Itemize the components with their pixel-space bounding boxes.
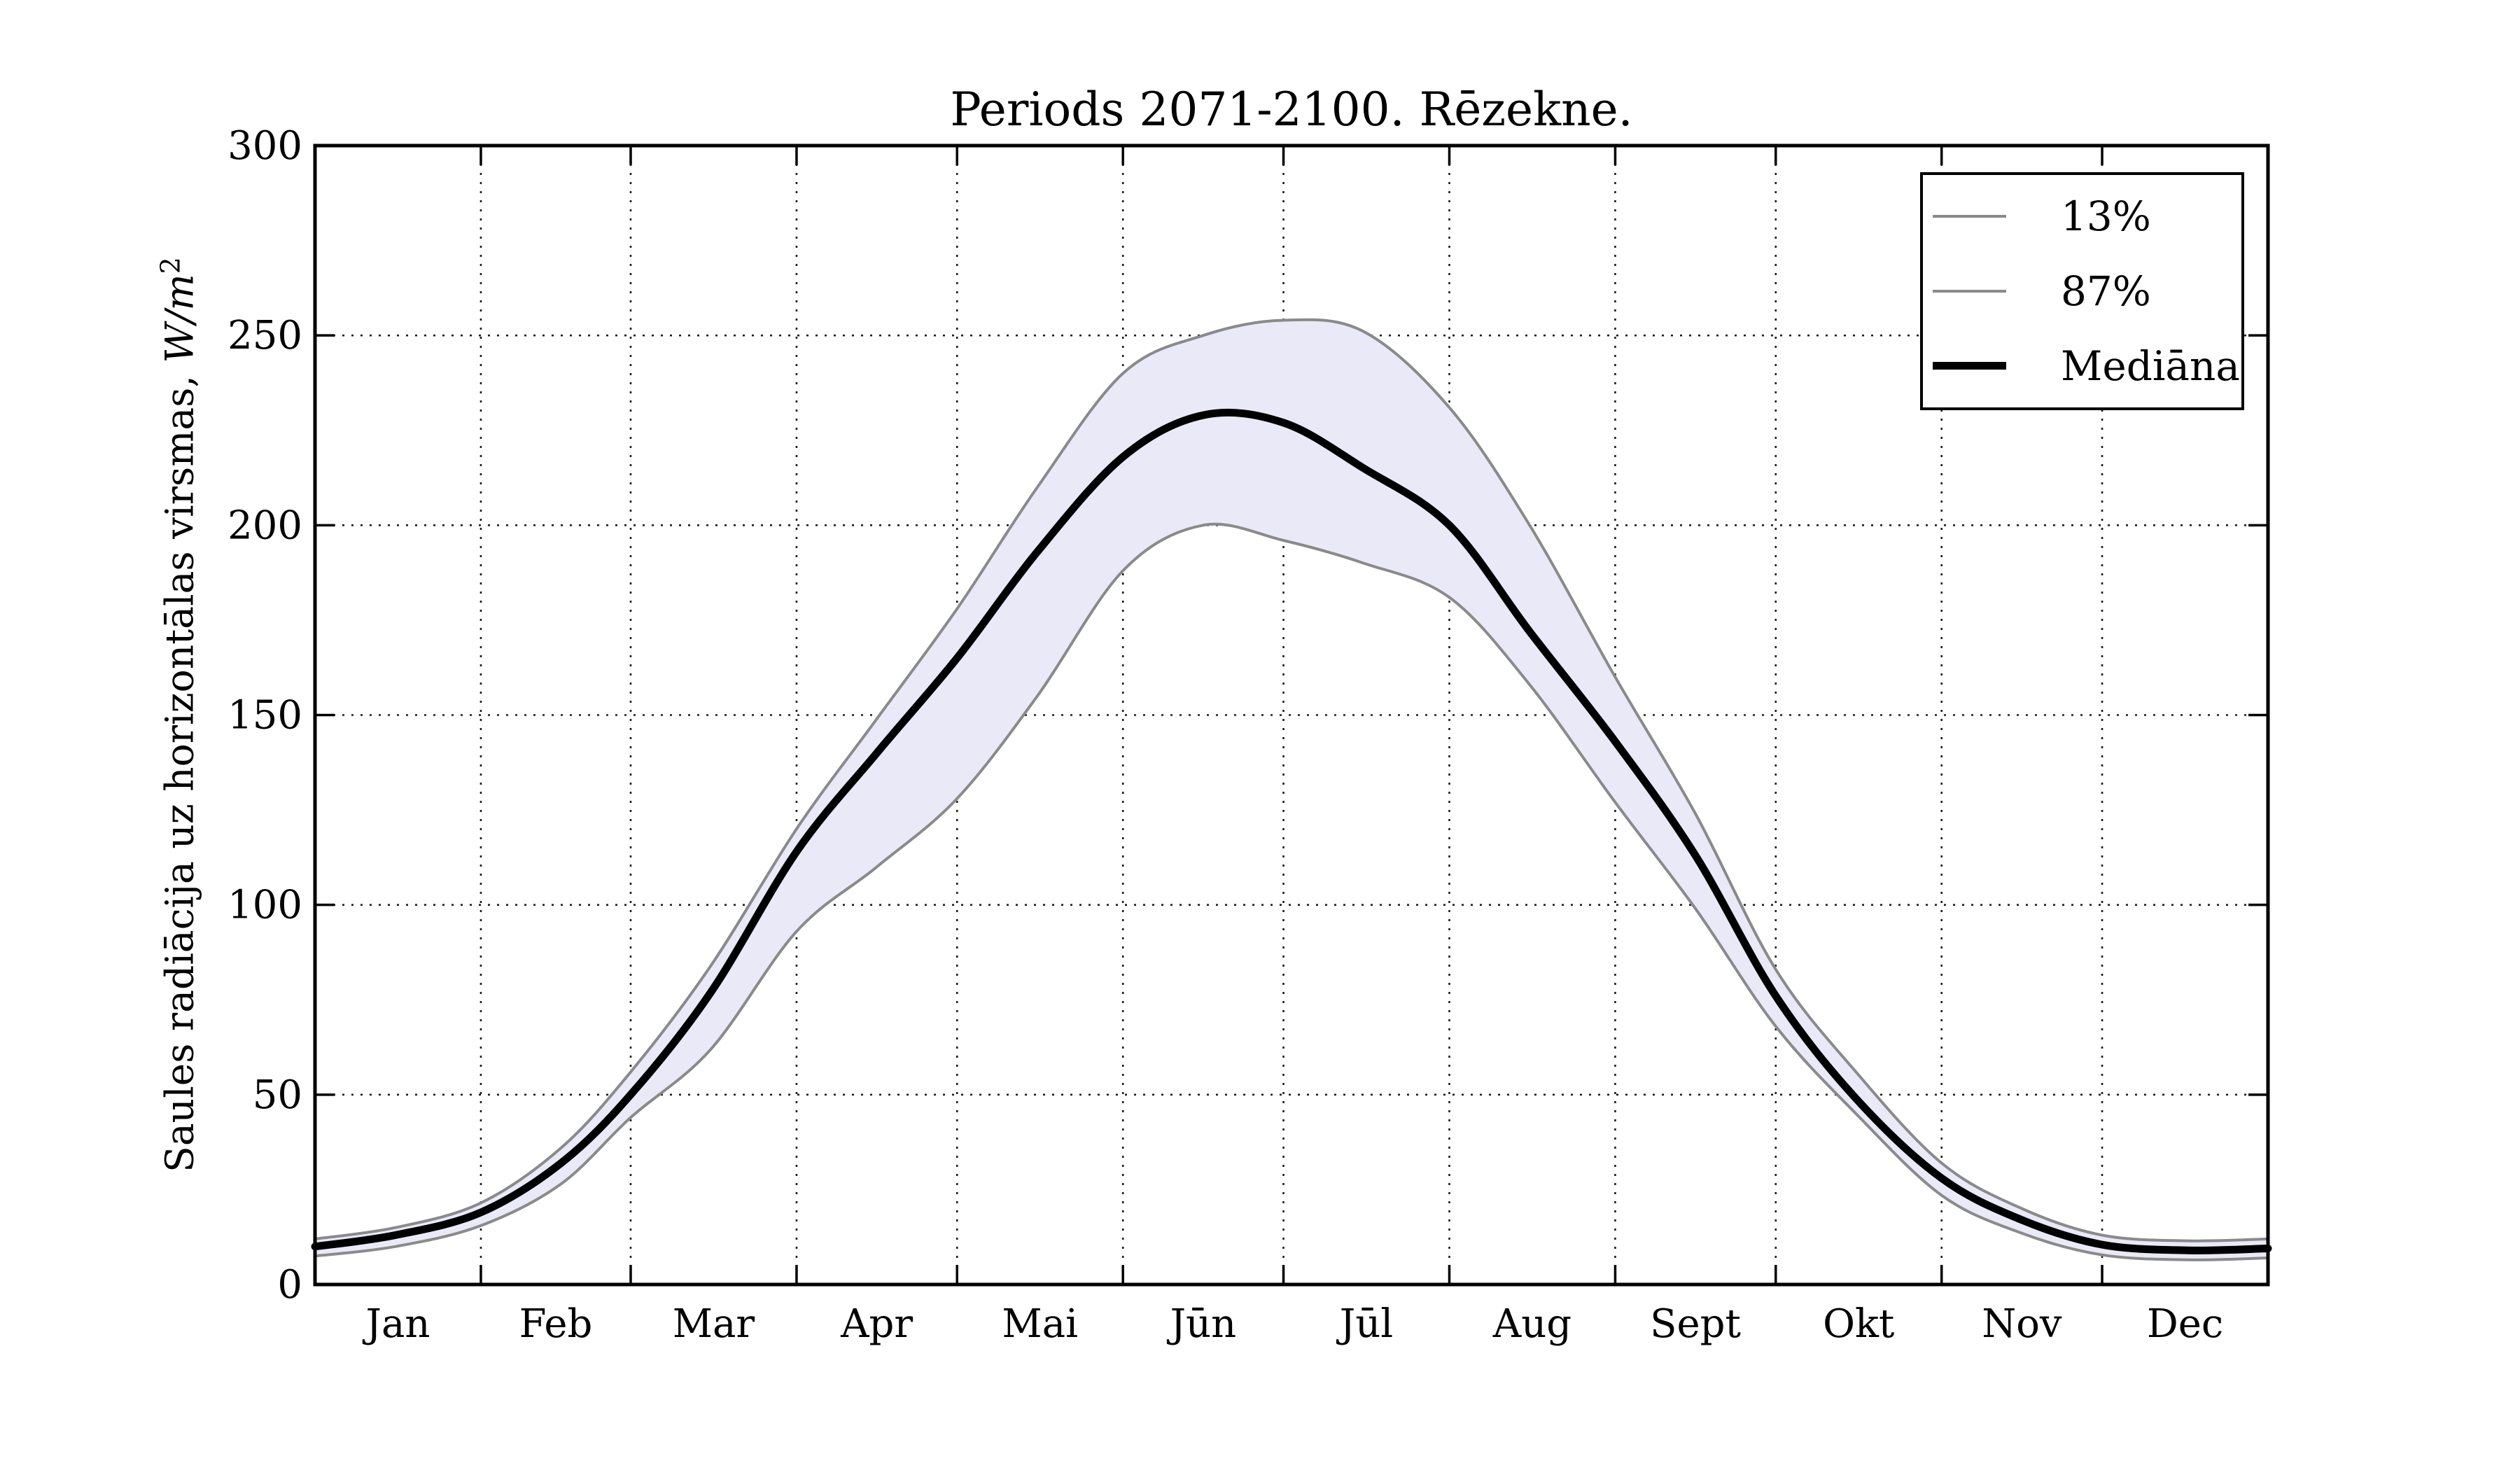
x-tick-label: Jūl bbox=[1336, 1301, 1393, 1347]
x-tick-label: Jūn bbox=[1167, 1301, 1237, 1347]
x-tick-label: Okt bbox=[1823, 1301, 1895, 1347]
y-tick-label: 50 bbox=[253, 1072, 302, 1118]
legend-label-87: 87% bbox=[2061, 267, 2151, 315]
y-axis-label: Saules radiācija uz horizontālas virsmas… bbox=[155, 257, 202, 1172]
x-tick-label: Sept bbox=[1650, 1301, 1741, 1347]
x-tick-label: Dec bbox=[2147, 1301, 2223, 1347]
y-tick-label: 100 bbox=[227, 883, 302, 928]
legend-label-13: 13% bbox=[2061, 192, 2151, 241]
x-tick-label: Feb bbox=[519, 1301, 593, 1347]
legend-entry-13: 13% bbox=[1923, 181, 2241, 251]
legend-line-sample-mediana bbox=[1933, 362, 2006, 370]
x-tick-label: Mai bbox=[1002, 1301, 1078, 1347]
legend-entry-mediana: Mediāna bbox=[1923, 331, 2241, 401]
y-tick-label: 300 bbox=[227, 123, 302, 169]
x-tick-label: Apr bbox=[840, 1301, 913, 1347]
y-tick-label: 0 bbox=[277, 1262, 302, 1308]
y-axis-label-text: Saules radiācija uz horizontālas virsmas… bbox=[157, 363, 202, 1172]
legend-line-sample-13 bbox=[1933, 215, 2006, 218]
series-13 bbox=[314, 522, 2269, 1261]
y-axis-unit-exponent: 2 bbox=[155, 257, 186, 274]
legend: 13% 87% Mediāna bbox=[1920, 172, 2244, 410]
y-axis-unit: W/m bbox=[157, 274, 202, 363]
band-13-87 bbox=[315, 319, 2268, 1260]
x-tick-label: Mar bbox=[673, 1301, 755, 1347]
x-tick-label: Nov bbox=[1982, 1301, 2062, 1347]
legend-entry-87: 87% bbox=[1923, 256, 2241, 326]
y-tick-label: 200 bbox=[227, 503, 302, 548]
x-tick-label: Aug bbox=[1492, 1301, 1572, 1347]
series-medina bbox=[311, 408, 2272, 1254]
legend-label-mediana: Mediāna bbox=[2061, 342, 2240, 390]
y-tick-label: 250 bbox=[227, 313, 302, 358]
chart-title: Periods 2071-2100. Rēzekne. bbox=[950, 83, 1633, 136]
legend-line-sample-87 bbox=[1933, 289, 2006, 293]
y-tick-label: 150 bbox=[227, 693, 302, 738]
x-tick-label: Jan bbox=[363, 1301, 430, 1347]
series-87 bbox=[314, 318, 2269, 1242]
